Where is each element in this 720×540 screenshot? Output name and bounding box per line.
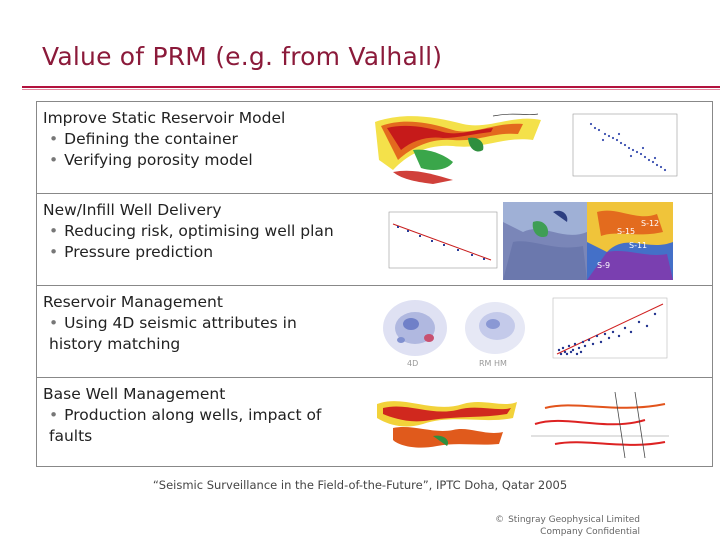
- bullet-icon: •: [49, 130, 59, 148]
- bullet-text: Pressure prediction: [64, 243, 214, 261]
- bullet-list: • Defining the container • Verifying poros…: [49, 129, 349, 171]
- seismic-map-figure: [373, 110, 543, 186]
- 4d-seismic-map: 4D: [377, 294, 453, 368]
- page-title: Value of PRM (e.g. from Valhall): [42, 42, 443, 71]
- prm-map-figure: [503, 202, 587, 280]
- bullet-text: Production along wells, impact of faults: [49, 406, 322, 445]
- porosity-scatter-plot: [561, 110, 681, 186]
- footer-confidential: Company Confidential: [540, 527, 640, 537]
- bullet-item: • Using 4D seismic attributes in history …: [49, 313, 319, 355]
- bullet-item: • Pressure prediction: [49, 242, 349, 263]
- well-location-map: S-15 S-12 S-11 S-9: [587, 202, 673, 280]
- bullet-item: • Production along wells, impact of fault…: [49, 405, 339, 447]
- section-heading: Reservoir Management: [43, 293, 223, 311]
- figure-label-rmhm: RM HM: [479, 359, 507, 368]
- svg-text:S-11: S-11: [629, 241, 647, 250]
- bullet-item: • Verifying porosity model: [49, 150, 349, 171]
- bullet-icon: •: [49, 314, 59, 332]
- section-heading: New/Infill Well Delivery: [43, 201, 222, 219]
- section-base-well-management: Base Well Management • Production along w…: [36, 377, 713, 467]
- bullet-list: • Reducing risk, optimising well plan • Pr…: [49, 221, 349, 263]
- bullet-icon: •: [49, 406, 59, 424]
- footer: © Stingray Geophysical Limited Company Co…: [495, 514, 640, 538]
- svg-text:S-15: S-15: [617, 227, 635, 236]
- section-heading: Improve Static Reservoir Model: [43, 109, 286, 127]
- bullet-text: Using 4D seismic attributes in history m…: [49, 314, 297, 353]
- bullet-text: Defining the container: [64, 130, 238, 148]
- history-match-scatter: [539, 292, 671, 370]
- pressure-line-chart: [371, 202, 501, 280]
- bullet-item: • Defining the container: [49, 129, 349, 150]
- bullet-icon: •: [49, 222, 59, 240]
- bullet-list: • Using 4D seismic attributes in history …: [49, 313, 319, 355]
- bullet-icon: •: [49, 243, 59, 261]
- bullet-list: • Production along wells, impact of fault…: [49, 405, 339, 447]
- figure-label-4d: 4D: [407, 359, 418, 368]
- bullet-item: • Reducing risk, optimising well plan: [49, 221, 349, 242]
- reference-caption: “Seismic Surveillance in the Field-of-th…: [152, 478, 568, 492]
- section-reservoir-management: Reservoir Management • Using 4D seismic a…: [36, 285, 713, 378]
- bullet-icon: •: [49, 151, 59, 169]
- footer-company: Stingray Geophysical Limited: [508, 515, 640, 525]
- copyright-symbol: ©: [495, 515, 505, 525]
- section-heading: Base Well Management: [43, 385, 226, 403]
- rm-hm-map: RM HM: [457, 294, 533, 368]
- title-rule: [22, 86, 720, 88]
- title-rule-thin: [22, 89, 720, 90]
- bullet-text: Reducing risk, optimising well plan: [64, 222, 334, 240]
- section-static-model: Improve Static Reservoir Model • Defining…: [36, 101, 713, 194]
- section-infill-well: New/Infill Well Delivery • Reducing risk,…: [36, 193, 713, 286]
- svg-text:S-12: S-12: [641, 219, 659, 228]
- svg-text:S-9: S-9: [597, 261, 610, 270]
- bullet-text: Verifying porosity model: [64, 151, 253, 169]
- production-map-figure: [373, 384, 519, 462]
- fault-section-figure: [525, 384, 675, 462]
